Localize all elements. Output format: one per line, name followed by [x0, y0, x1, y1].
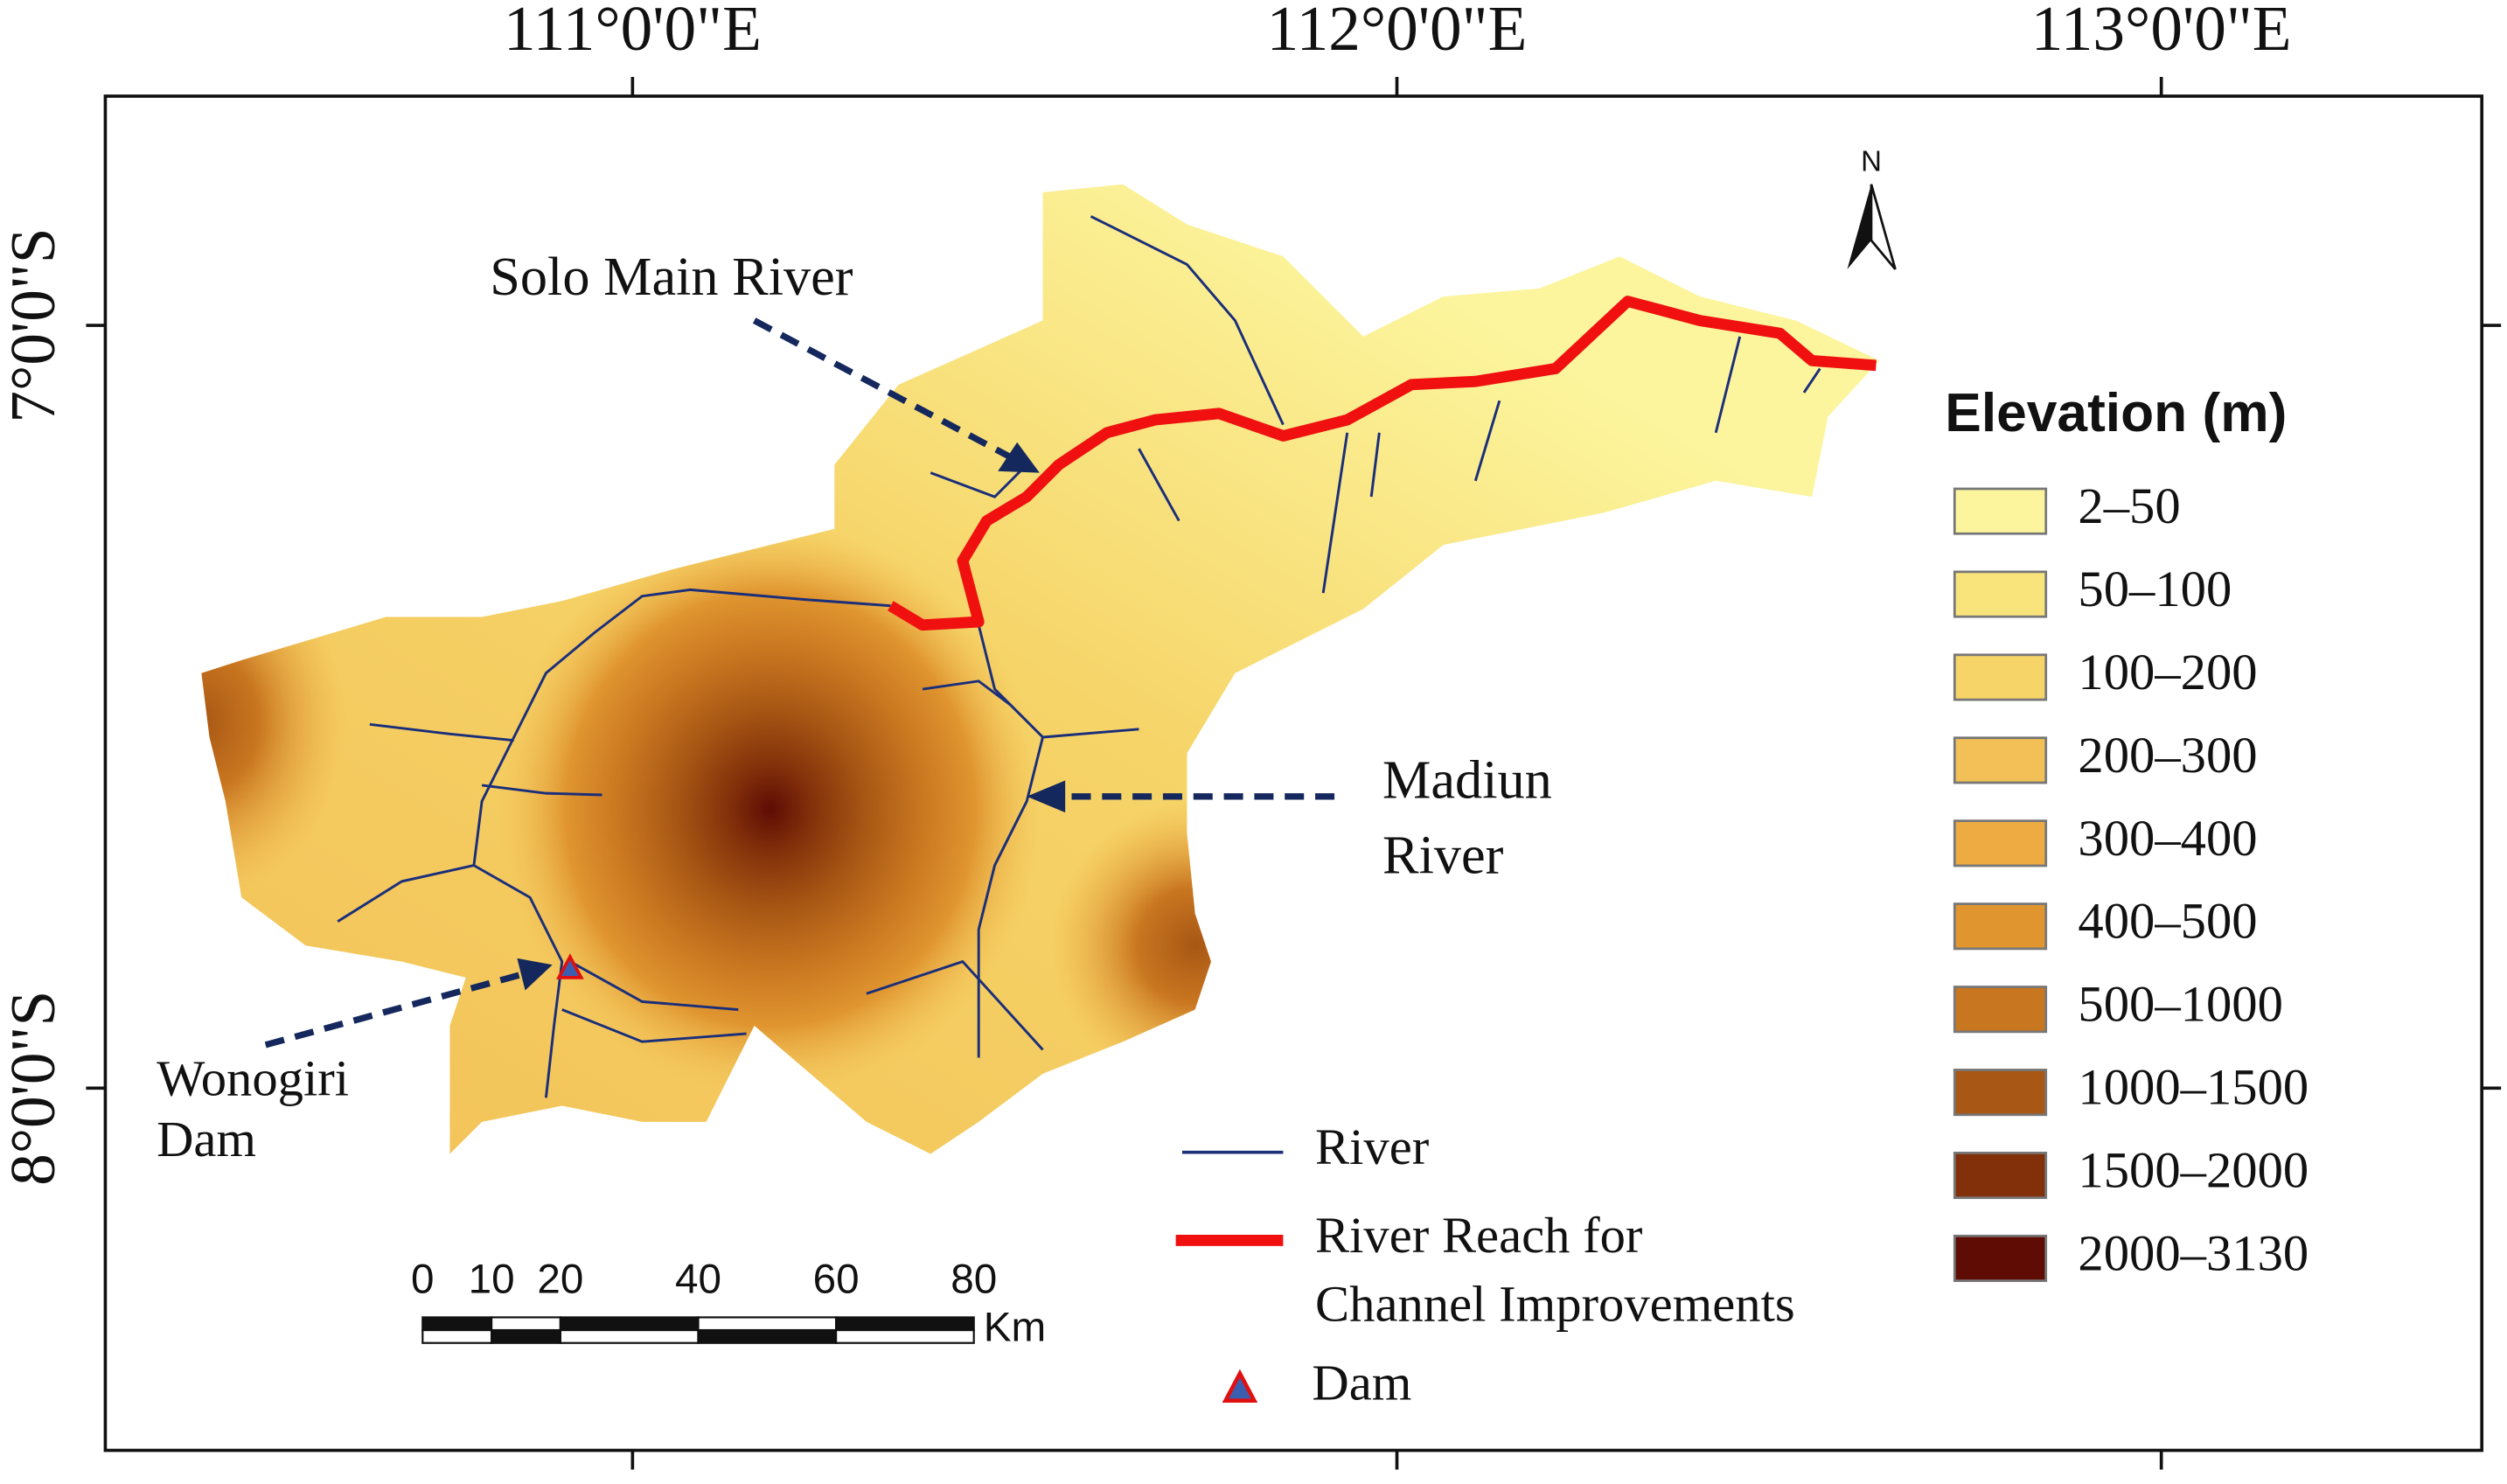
longitude-label: 111°0'0"E	[504, 0, 762, 64]
scale-segment	[835, 1328, 975, 1344]
legend-dam-symbol	[1222, 1369, 1258, 1403]
scale-unit: Km	[984, 1305, 1046, 1351]
annotation: Dam	[157, 1111, 256, 1167]
legend-label: 1500–2000	[2078, 1141, 2309, 1198]
annotation: Solo Main River	[490, 247, 853, 307]
arrowhead	[1027, 780, 1066, 813]
legend-label: 50–100	[2078, 561, 2232, 617]
legend-swatch	[1953, 1234, 2048, 1282]
longitude-label: 113°0'0"E	[2031, 0, 2292, 64]
legend-swatch	[1953, 1152, 2048, 1200]
arrowhead	[998, 442, 1040, 473]
legend-label: Dam	[1312, 1354, 1411, 1411]
legend-swatch	[1953, 1069, 2048, 1117]
north-arrow	[1847, 184, 1871, 269]
scale-segment	[421, 1316, 493, 1332]
annotation: Madiun	[1382, 749, 1552, 810]
latitude-label: 8°0'0"S	[0, 991, 68, 1186]
scale-segment	[559, 1316, 700, 1332]
elevation-legend: 2–50 50–100 100–200 200–300 300–400 400–500 50…	[1953, 477, 2309, 1282]
legend-label: 2000–3130	[2078, 1224, 2309, 1281]
scale-label: 40	[675, 1257, 721, 1303]
legend-label: 200–300	[2078, 727, 2257, 784]
scale-label: 60	[813, 1257, 860, 1303]
scale-label: 0	[411, 1257, 435, 1303]
legend-label: River Reach for	[1315, 1207, 1642, 1264]
legend-swatch	[1953, 819, 2048, 867]
north-label: N	[1861, 145, 1882, 178]
legend-label: 500–1000	[2078, 976, 2283, 1033]
legend-label: River	[1315, 1118, 1429, 1175]
scale-segment	[559, 1328, 700, 1344]
latitude-label: 7°0'0"S	[0, 227, 68, 422]
legend-swatch	[1953, 736, 2048, 784]
rivers	[337, 215, 1821, 1098]
annotation: River	[1382, 825, 1504, 885]
ticks	[86, 76, 2502, 1470]
scale-segment	[490, 1328, 561, 1344]
legend-swatch	[1953, 902, 2048, 951]
longitude-label: 112°0'0"E	[1267, 0, 1528, 64]
legend-label: 2–50	[2078, 477, 2180, 534]
legend-title: Elevation (m)	[1945, 383, 2287, 443]
scale-label: 10	[469, 1257, 515, 1303]
north-arrow	[1870, 184, 1897, 270]
scale-segment	[421, 1328, 493, 1344]
scale-segment	[697, 1328, 838, 1344]
dam-marker	[555, 953, 584, 979]
scale-segment	[490, 1316, 561, 1332]
scale-label: 80	[951, 1257, 997, 1303]
arrowhead	[517, 958, 553, 991]
annotation: Wonogiri	[157, 1049, 349, 1106]
legend-label: 300–400	[2078, 810, 2257, 867]
legend-swatch	[1953, 653, 2048, 701]
legend-label: 100–200	[2078, 644, 2257, 700]
river-reach	[888, 296, 1877, 631]
scale-segment	[697, 1316, 838, 1332]
scale-segment	[835, 1316, 975, 1332]
legend-swatch	[1953, 487, 2048, 535]
legend-label: Channel Improvements	[1315, 1276, 1795, 1333]
legend-label: 400–500	[2078, 893, 2257, 950]
legend-swatch	[1953, 570, 2048, 618]
legend-label: 1000–1500	[2078, 1059, 2309, 1116]
legend-swatch	[1953, 986, 2048, 1034]
scale-label: 20	[537, 1257, 583, 1303]
